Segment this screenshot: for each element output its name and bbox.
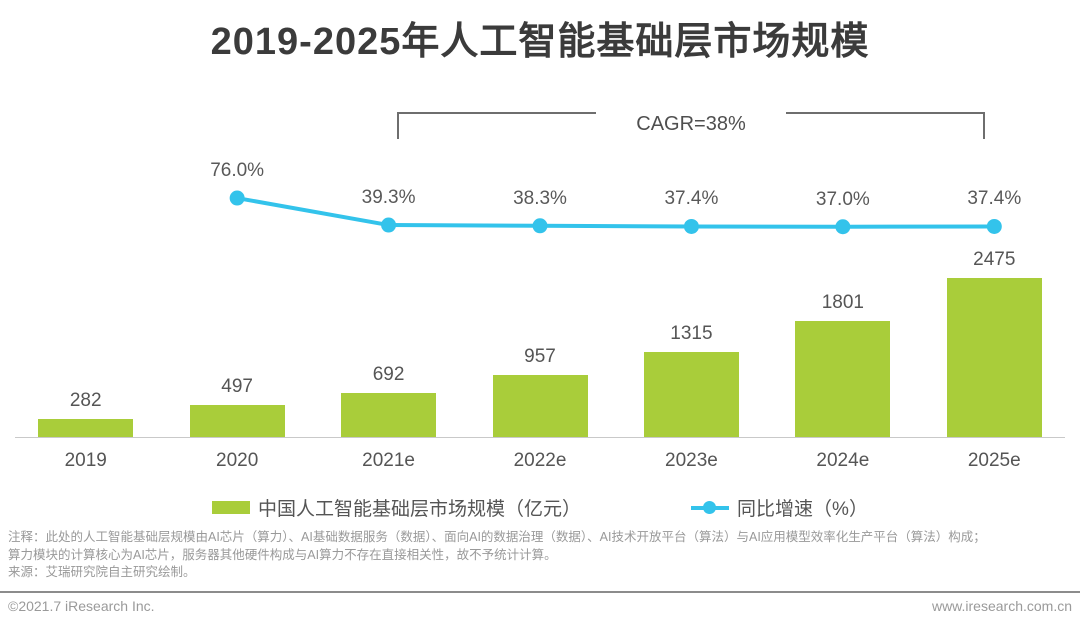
x-axis-label-2022e: 2022e — [513, 450, 567, 471]
line-dot-swatch-icon — [691, 501, 730, 514]
x-axis-line — [15, 437, 1065, 438]
legend-item-growth: 同比增速（%） — [691, 494, 868, 521]
x-axis-label-2021e: 2021e — [362, 450, 415, 471]
legend-label-market-size: 中国人工智能基础层市场规模（亿元） — [258, 499, 582, 520]
x-axis-label-2019: 2019 — [64, 450, 107, 471]
bar-2025e — [946, 277, 1042, 437]
x-axis-label-2024e: 2024e — [816, 450, 870, 471]
bar-2022e — [492, 375, 588, 437]
cagr-bracket-right-segment — [786, 112, 985, 139]
bar-value-label-2022e: 957 — [524, 346, 556, 368]
source-line: 来源：艾瑞研究院自主研究绘制。 — [8, 565, 196, 579]
bar-value-label-2019: 282 — [69, 389, 102, 411]
cagr-bracket: CAGR=38% — [397, 112, 985, 139]
growth-point-2020 — [229, 190, 245, 206]
note-line-2: 算力模块的计算核心为AI芯片，服务器其他硬件构成与AI算力不存在直接相关性，故不… — [8, 547, 557, 562]
bar-swatch-icon — [212, 501, 251, 514]
copyright-text: ©2021.7 iResearch Inc. — [8, 598, 155, 614]
bar-value-label-2024e: 1801 — [821, 292, 864, 314]
bar-value-label-2025e: 2475 — [973, 248, 1016, 270]
growth-value-label-2020: 76.0% — [210, 160, 265, 182]
legend: 中国人工智能基础层市场规模（亿元） 同比增速（%） — [0, 494, 1080, 521]
bar-value-label-2021e: 692 — [372, 363, 405, 385]
growth-point-2024e — [835, 219, 851, 235]
legend-label-growth: 同比增速（%） — [737, 499, 868, 520]
note-line-1: 注释：此处的人工智能基础层规模由AI芯片（算力）、AI基础数据服务（数据）、面向… — [8, 530, 986, 544]
bar-2021e — [341, 392, 437, 437]
growth-point-2021e — [381, 217, 397, 233]
growth-value-label-2025e: 37.4% — [967, 188, 1022, 210]
bar-2024e — [795, 321, 891, 437]
bar-value-label-2023e: 1315 — [670, 323, 713, 345]
website-url: www.iresearch.com.cn — [931, 598, 1072, 614]
growth-line — [236, 196, 995, 229]
growth-value-label-2023e: 37.4% — [664, 188, 719, 210]
growth-value-label-2022e: 38.3% — [513, 187, 567, 209]
growth-point-2023e — [683, 218, 699, 234]
growth-value-label-2021e: 39.3% — [361, 187, 416, 209]
growth-point-2022e — [532, 218, 548, 234]
footer-divider — [0, 591, 1080, 593]
x-axis-label-2023e: 2023e — [665, 450, 718, 471]
bar-2023e — [643, 352, 739, 437]
cagr-label: CAGR=38% — [636, 113, 746, 135]
growth-value-label-2024e: 37.0% — [815, 188, 870, 210]
chart-title: 2019-2025年人工智能基础层市场规模 — [210, 21, 870, 63]
legend-item-market-size: 中国人工智能基础层市场规模（亿元） — [212, 494, 581, 521]
cagr-bracket-left-segment — [397, 112, 596, 139]
bar-value-label-2020: 497 — [221, 376, 253, 398]
x-axis-label-2025e: 2025e — [967, 450, 1021, 471]
notes-block: 注释：此处的人工智能基础层规模由AI芯片（算力）、AI基础数据服务（数据）、面向… — [8, 529, 1072, 582]
bar-2019 — [38, 418, 134, 437]
x-axis-label-2020: 2020 — [216, 450, 259, 471]
bar-2020 — [189, 405, 285, 437]
growth-point-2025e — [986, 218, 1002, 234]
